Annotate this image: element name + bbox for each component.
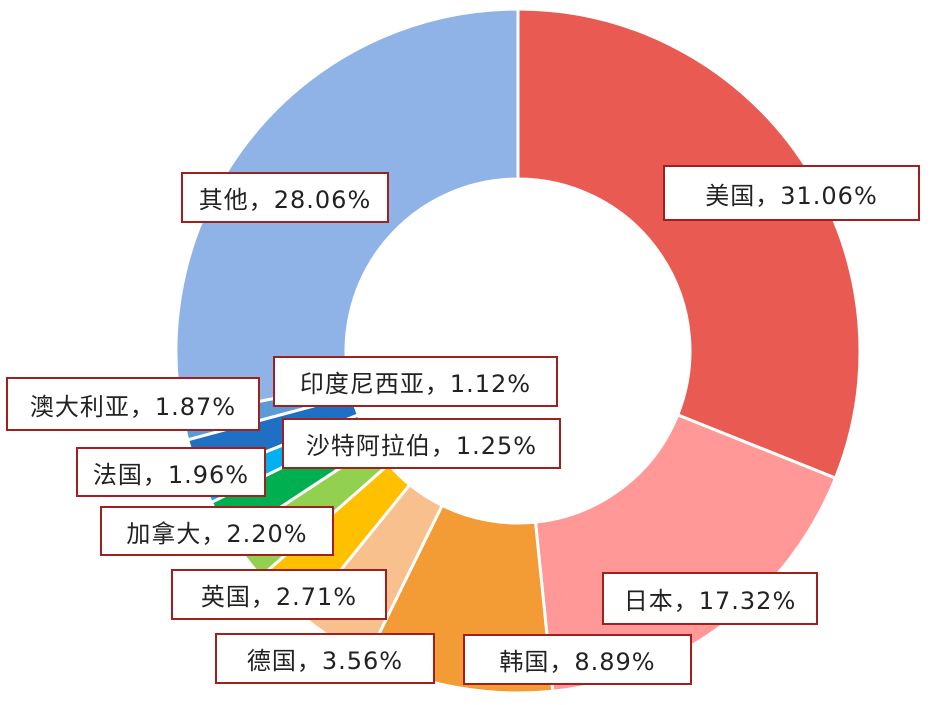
slice-美国: [516, 7, 862, 481]
data-label-australia: 澳大利亚，1.87%: [6, 377, 260, 431]
data-label-indonesia: 印度尼西亚，1.12%: [273, 356, 558, 407]
data-label-us: 美国，31.06%: [663, 165, 920, 221]
data-label-saudi-arabia: 沙特阿拉伯，1.25%: [282, 418, 561, 469]
data-label-uk: 英国，2.71%: [171, 569, 387, 620]
data-label-other: 其他，28.06%: [181, 172, 389, 223]
data-label-korea: 韩国，8.89%: [463, 634, 692, 685]
data-label-canada: 加拿大，2.20%: [100, 506, 334, 556]
data-label-france: 法国，1.96%: [76, 447, 266, 497]
data-label-japan: 日本，17.32%: [602, 572, 818, 625]
data-label-germany: 德国，3.56%: [215, 633, 435, 684]
